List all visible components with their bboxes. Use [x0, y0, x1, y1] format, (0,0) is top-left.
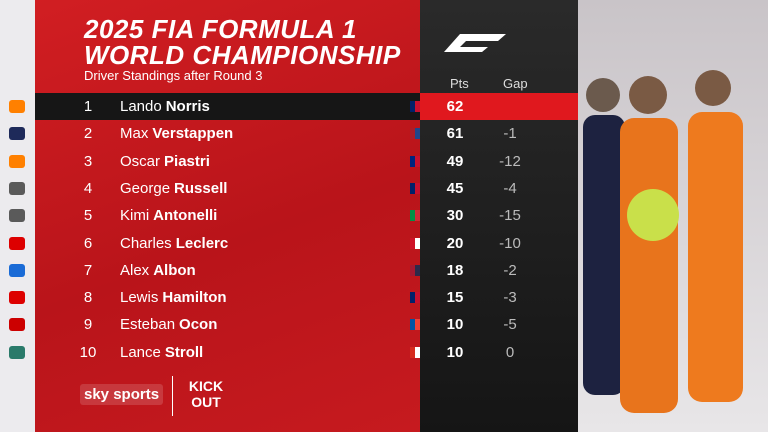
points: 15 — [446, 289, 464, 307]
gap: -5 — [503, 316, 517, 334]
gap: -1 — [503, 125, 517, 143]
flag — [410, 182, 420, 194]
first-name: Lewis — [120, 289, 159, 307]
points-panel — [420, 0, 578, 432]
points: 45 — [446, 179, 464, 197]
points: 61 — [446, 125, 464, 143]
position: 9 — [83, 316, 93, 334]
team-logo — [9, 127, 25, 141]
last-name: Albon — [153, 261, 196, 279]
team-logo — [9, 154, 25, 168]
subtitle: Driver Standings after Round 3 — [84, 68, 263, 83]
first-name: Oscar — [120, 152, 161, 170]
driver-name: Charles Leclerc — [120, 230, 228, 257]
position: 5 — [83, 207, 93, 225]
position: 7 — [83, 261, 93, 279]
driver-name: George Russell — [120, 175, 227, 202]
position: 4 — [83, 179, 93, 197]
last-name: Norris — [165, 98, 210, 115]
position: 3 — [83, 152, 93, 170]
first-name: Lando — [120, 98, 162, 115]
flag — [410, 346, 420, 358]
flag — [410, 319, 420, 331]
last-name: Leclerc — [175, 234, 229, 252]
team-logo — [9, 291, 25, 305]
team-logo — [9, 181, 25, 195]
driver-photo — [578, 0, 768, 432]
driver-name: Oscar Piastri — [120, 148, 210, 175]
red-panel — [35, 0, 420, 432]
team-logo — [9, 100, 25, 113]
team-logo — [9, 318, 25, 332]
flag — [410, 101, 420, 112]
gap: 0 — [505, 343, 515, 361]
driver-name: Kimi Antonelli — [120, 202, 217, 229]
team-logo — [9, 236, 25, 250]
team-logo — [9, 209, 25, 223]
gap: -3 — [503, 289, 517, 307]
position: 1 — [83, 98, 93, 115]
points: 10 — [446, 343, 464, 361]
last-name: Verstappen — [152, 125, 234, 143]
leader-points-band — [420, 93, 578, 120]
last-name: Hamilton — [162, 289, 227, 307]
first-name: Lance — [120, 343, 161, 361]
flag — [410, 292, 420, 304]
gap: -12 — [499, 152, 521, 170]
driver-name: Lando Norris — [120, 93, 210, 120]
gap: -15 — [499, 207, 521, 225]
first-name: Kimi — [120, 207, 150, 225]
points: 49 — [446, 152, 464, 170]
gap: -2 — [503, 261, 517, 279]
position: 2 — [83, 125, 93, 143]
points: 62 — [446, 98, 464, 115]
first-name: Esteban — [120, 316, 176, 334]
driver-name: Lance Stroll — [120, 339, 203, 366]
flag — [410, 155, 420, 167]
last-name: Ocon — [179, 316, 218, 334]
flag — [410, 210, 420, 222]
team-logo — [9, 263, 25, 277]
driver-name: Alex Albon — [120, 257, 196, 284]
position: 8 — [83, 289, 93, 307]
team-logo — [9, 345, 25, 359]
position: 6 — [83, 234, 93, 252]
position: 10 — [79, 343, 97, 361]
first-name: Alex — [120, 261, 150, 279]
show-logo: KICK OUT — [188, 378, 224, 410]
last-name: Piastri — [164, 152, 210, 170]
flag — [410, 264, 420, 276]
driver-name: Max Verstappen — [120, 120, 233, 147]
points: 18 — [446, 261, 464, 279]
column-header: Pts — [450, 76, 469, 91]
points: 10 — [446, 316, 464, 334]
broadcaster-logo: sky sports — [80, 384, 164, 405]
gap: -10 — [499, 234, 521, 252]
first-name: George — [120, 179, 171, 197]
points: 20 — [446, 234, 464, 252]
last-name: Stroll — [164, 343, 204, 361]
column-header: Gap — [503, 76, 528, 91]
first-name: Charles — [120, 234, 172, 252]
divider — [172, 376, 173, 416]
driver-name: Lewis Hamilton — [120, 284, 227, 311]
driver-name: Esteban Ocon — [120, 311, 217, 338]
first-name: Max — [120, 125, 149, 143]
title: 2025 FIA FORMULA 1 — [84, 14, 357, 44]
flag — [410, 128, 420, 140]
flag — [410, 237, 420, 249]
gap: -4 — [503, 179, 517, 197]
last-name: Russell — [174, 179, 228, 197]
leader-band — [35, 93, 420, 120]
last-name: Antonelli — [153, 207, 218, 225]
title: WORLD CHAMPIONSHIP — [84, 40, 401, 70]
points: 30 — [446, 207, 464, 225]
f1-logo — [444, 34, 506, 52]
driver-silhouettes — [583, 70, 743, 413]
